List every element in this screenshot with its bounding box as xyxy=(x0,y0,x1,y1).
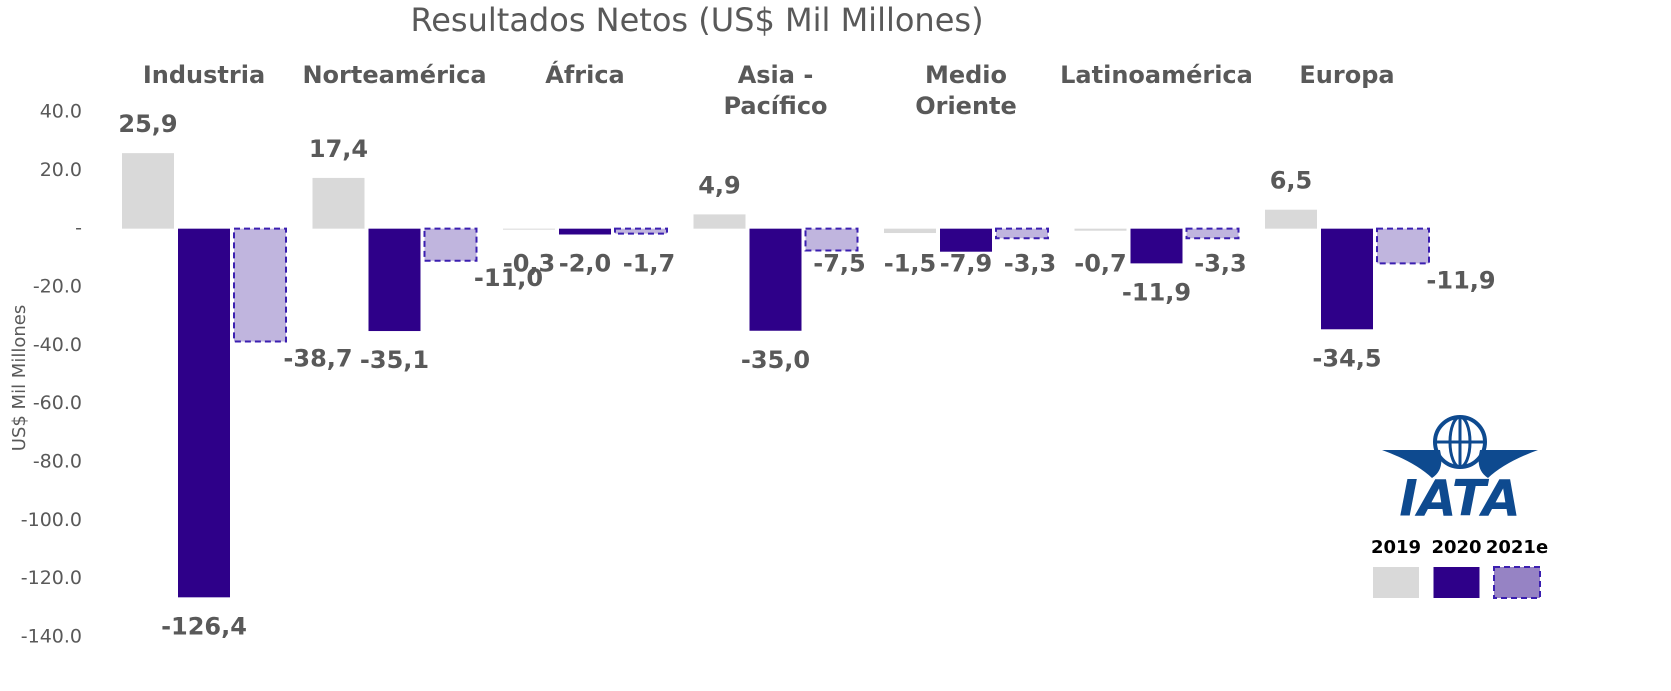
bar xyxy=(1130,228,1183,264)
value-label: -0,3 xyxy=(503,250,555,278)
value-label: -2,0 xyxy=(559,250,611,278)
bar xyxy=(368,228,421,332)
chart-title: Resultados Netos (US$ Mil Millones) xyxy=(410,1,983,39)
bar xyxy=(940,228,992,252)
value-label: -35,1 xyxy=(360,346,429,374)
legend-label: 2019 xyxy=(1371,537,1421,558)
value-label: -35,0 xyxy=(741,346,810,374)
y-tick-label: -140.0 xyxy=(21,626,82,648)
bar xyxy=(884,228,936,234)
bar xyxy=(995,227,1049,240)
value-label: 25,9 xyxy=(118,110,177,138)
logo xyxy=(1382,415,1538,478)
value-label: -7,9 xyxy=(940,250,992,278)
bar xyxy=(122,153,174,229)
y-tick-label: -80.0 xyxy=(33,451,82,473)
bar xyxy=(1074,228,1127,231)
category-label: Europa xyxy=(1299,61,1395,89)
category-label: África xyxy=(545,61,625,89)
y-axis-label: US$ Mil Millones xyxy=(9,305,30,451)
value-label: -11,9 xyxy=(1122,278,1191,306)
value-label: -3,3 xyxy=(1194,250,1246,278)
bar xyxy=(1321,228,1373,330)
legend-label: 2021e xyxy=(1486,537,1548,558)
bar xyxy=(1376,227,1430,265)
y-tick-label: - xyxy=(75,217,82,239)
value-label: -1,7 xyxy=(623,250,675,278)
value-label: -126,4 xyxy=(161,612,247,640)
bar xyxy=(749,228,802,331)
y-tick-label: -40.0 xyxy=(33,334,82,356)
category-label: Norteamérica xyxy=(302,61,487,89)
bar xyxy=(804,227,859,252)
value-label: -11,0 xyxy=(474,264,543,292)
bar xyxy=(178,228,230,598)
value-label: -38,7 xyxy=(283,345,352,373)
bar xyxy=(1185,227,1240,240)
legend-swatch xyxy=(1373,567,1419,598)
category-label: Asia - Pacífico xyxy=(723,61,828,120)
y-tick-label: 20.0 xyxy=(40,159,82,181)
value-label: -0,7 xyxy=(1074,250,1126,278)
bar xyxy=(1265,209,1317,229)
bar xyxy=(233,227,287,343)
bar xyxy=(559,228,611,235)
y-tick-label: -120.0 xyxy=(21,567,82,589)
y-tick-label: -20.0 xyxy=(33,276,82,298)
legend-label: 2020 xyxy=(1431,537,1481,558)
value-label: -3,3 xyxy=(1004,250,1056,278)
value-label: -1,5 xyxy=(884,250,936,278)
category-label: Industria xyxy=(142,61,266,89)
legend-swatch xyxy=(1493,566,1541,599)
y-tick-label: -60.0 xyxy=(33,392,82,414)
value-label: -11,9 xyxy=(1426,266,1495,294)
value-label: -34,5 xyxy=(1312,344,1381,372)
legend-swatch xyxy=(1433,567,1480,598)
bar xyxy=(423,227,478,262)
value-label: 6,5 xyxy=(1270,167,1313,195)
bar xyxy=(312,177,365,229)
category-label: Medio Oriente xyxy=(915,61,1017,120)
y-tick-label: 40.0 xyxy=(40,101,82,123)
bar xyxy=(693,214,746,229)
value-label: 4,9 xyxy=(698,171,741,199)
logo-text: IATA xyxy=(1399,470,1520,528)
bar xyxy=(614,227,668,235)
value-label: -7,5 xyxy=(813,250,865,278)
bar xyxy=(503,228,555,230)
value-label: 17,4 xyxy=(309,135,368,163)
category-label: Latinoamérica xyxy=(1060,61,1253,89)
y-tick-label: -100.0 xyxy=(21,509,82,531)
